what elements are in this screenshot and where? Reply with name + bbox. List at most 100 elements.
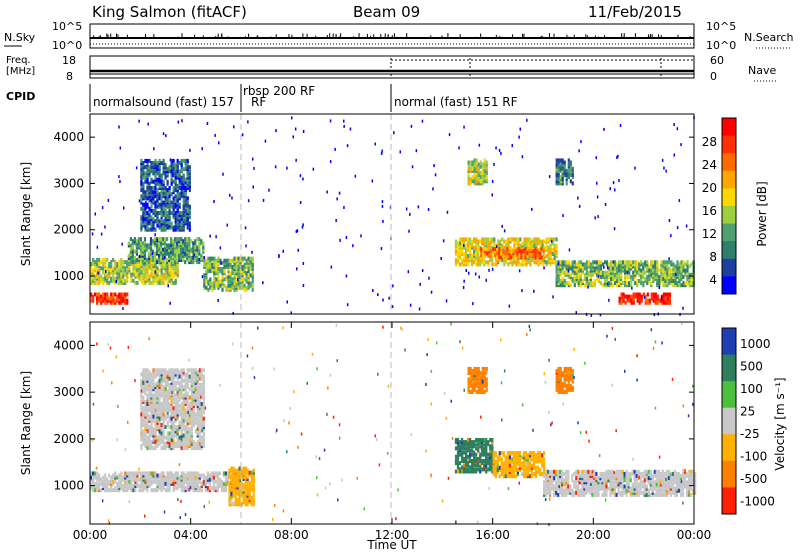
power-cell bbox=[251, 262, 254, 267]
power-cell bbox=[152, 225, 155, 230]
power-cell bbox=[603, 274, 607, 279]
velocity-cell bbox=[202, 408, 205, 413]
velocity-cell bbox=[146, 368, 149, 373]
power-cell bbox=[140, 274, 143, 279]
power-cell bbox=[686, 270, 689, 275]
velocity-cell bbox=[198, 370, 201, 375]
power-cell bbox=[493, 163, 495, 166]
power-cell bbox=[176, 213, 179, 218]
velocity-cell bbox=[186, 423, 189, 427]
velocity-cell bbox=[465, 440, 468, 445]
power-cell bbox=[483, 179, 486, 184]
velocity-cell bbox=[479, 446, 482, 451]
power-cell bbox=[549, 252, 552, 256]
velocity-cell bbox=[250, 483, 253, 488]
power-cell bbox=[170, 239, 173, 244]
power-cell bbox=[94, 274, 97, 279]
velocity-cell bbox=[162, 385, 165, 390]
velocity-cell bbox=[192, 404, 195, 409]
power-cell bbox=[523, 258, 526, 263]
velocity-cell bbox=[160, 437, 163, 442]
velocity-cell bbox=[228, 481, 231, 486]
power-cell bbox=[120, 268, 123, 273]
velocity-cell bbox=[146, 486, 149, 491]
power-cell bbox=[241, 273, 244, 278]
power-cell bbox=[469, 177, 472, 182]
power-cell bbox=[156, 219, 159, 224]
power-cell bbox=[640, 260, 643, 265]
velocity-cell bbox=[172, 410, 175, 415]
power-cell bbox=[537, 241, 540, 246]
power-cell bbox=[475, 168, 478, 173]
power-cell bbox=[154, 177, 157, 182]
power-cell bbox=[182, 253, 185, 258]
power-cell bbox=[164, 264, 167, 269]
velocity-cell bbox=[182, 397, 185, 402]
power-cell bbox=[686, 268, 689, 273]
power-cell bbox=[461, 243, 464, 248]
power-cell bbox=[222, 172, 224, 176]
velocity-cell bbox=[174, 408, 177, 413]
velocity-cell bbox=[160, 479, 163, 484]
power-cell bbox=[180, 188, 183, 193]
power-cell bbox=[601, 270, 605, 275]
power-cell bbox=[666, 264, 669, 269]
power-cell bbox=[557, 270, 560, 275]
velocity-cell bbox=[170, 416, 173, 421]
power-cell bbox=[678, 283, 681, 288]
power-cell bbox=[650, 281, 653, 286]
velocity-cell bbox=[170, 412, 173, 417]
power-cell bbox=[166, 245, 169, 250]
velocity-cell bbox=[483, 440, 486, 445]
power-cell bbox=[184, 161, 187, 165]
velocity-cell bbox=[152, 370, 155, 375]
power-cell bbox=[90, 298, 93, 303]
power-cell bbox=[215, 281, 218, 286]
power-cell bbox=[302, 262, 305, 265]
power-cell bbox=[154, 169, 157, 174]
power-cell bbox=[223, 283, 226, 288]
velocity-cell bbox=[194, 395, 197, 400]
power-cell bbox=[198, 257, 201, 261]
power-cell bbox=[471, 254, 474, 258]
power-cell bbox=[209, 283, 212, 288]
power-cell bbox=[607, 272, 611, 277]
power-cell bbox=[533, 289, 535, 293]
velocity-cell bbox=[144, 437, 147, 442]
power-cell bbox=[613, 227, 616, 231]
velocity-cell bbox=[110, 484, 113, 488]
power-cell bbox=[178, 253, 181, 258]
power-cell bbox=[686, 262, 689, 267]
velocity-cell bbox=[166, 488, 169, 493]
power-cell bbox=[153, 241, 157, 246]
velocity-cell bbox=[192, 414, 195, 419]
velocity-cell bbox=[156, 389, 159, 394]
velocity-cell bbox=[102, 475, 105, 480]
power-cell bbox=[188, 258, 191, 262]
velocity-cell bbox=[144, 471, 147, 476]
velocity-cell bbox=[190, 408, 193, 413]
velocity-cell bbox=[218, 484, 222, 488]
power-cell bbox=[640, 294, 643, 299]
power-cell bbox=[96, 258, 99, 262]
velocity-cell bbox=[186, 420, 189, 425]
power-cell bbox=[672, 279, 675, 283]
velocity-cell bbox=[246, 470, 249, 475]
power-cell bbox=[514, 255, 517, 260]
power-cell bbox=[180, 243, 183, 248]
power-cell bbox=[170, 255, 173, 260]
power-cell bbox=[640, 270, 643, 275]
power-cell bbox=[555, 164, 558, 169]
velocity-cell bbox=[471, 459, 474, 463]
power-cell bbox=[150, 266, 153, 271]
velocity-cell bbox=[198, 385, 201, 390]
velocity-cell bbox=[188, 410, 191, 415]
velocity-cell bbox=[230, 470, 233, 475]
power-cell bbox=[557, 160, 560, 165]
power-cell bbox=[559, 262, 562, 267]
power-cell bbox=[595, 272, 598, 277]
power-cell bbox=[188, 177, 191, 182]
velocity-cell bbox=[154, 429, 157, 434]
power-cell bbox=[251, 258, 254, 263]
velocity-cell bbox=[172, 378, 175, 383]
